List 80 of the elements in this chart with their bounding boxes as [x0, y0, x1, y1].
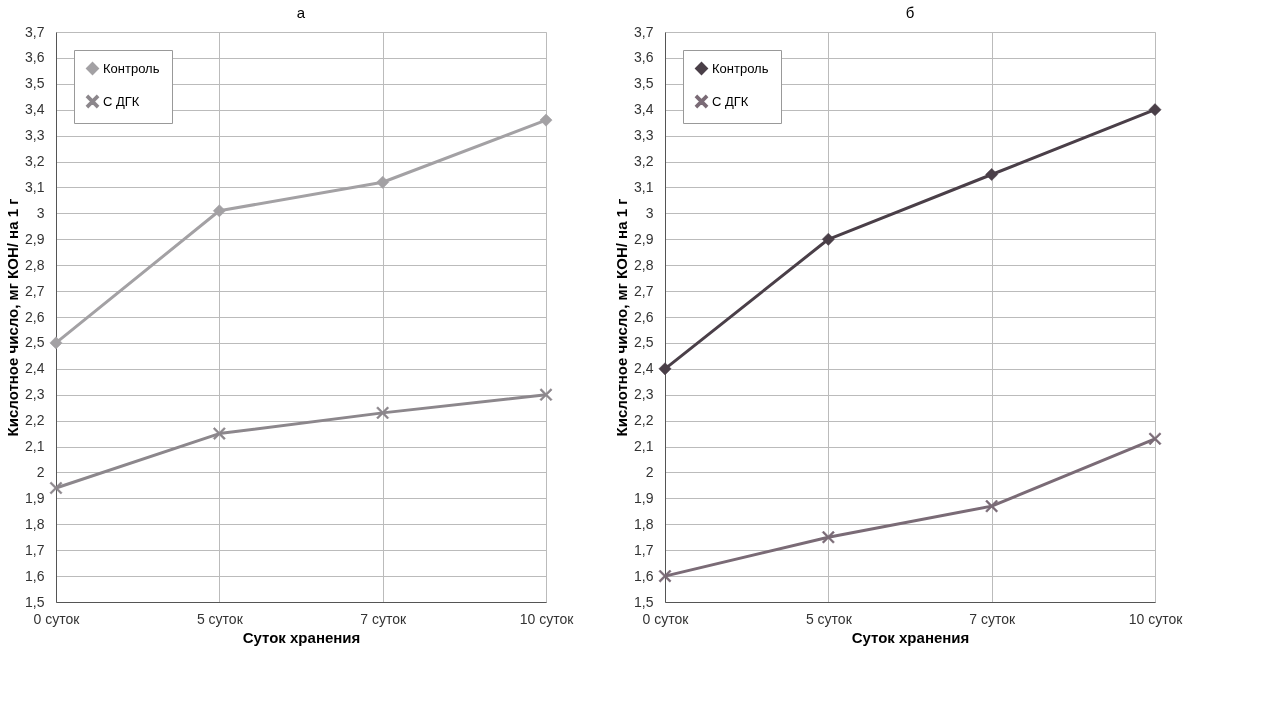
y-tick-label: 3,7 [25, 23, 45, 40]
y-tick-label: 2,2 [25, 412, 45, 429]
point [212, 204, 226, 218]
y-axis-title: Кислотное число, мг КОН/ на 1 г [4, 198, 22, 437]
y-tick-label: 3,4 [634, 101, 654, 118]
y-tick-label: 3,6 [25, 49, 45, 66]
y-tick-label: 2,1 [25, 438, 45, 455]
point [821, 232, 835, 246]
legend-label: Контроль [103, 60, 160, 76]
x-tick-label: 10 суток [519, 610, 575, 627]
y-tick-label: 2,8 [634, 256, 654, 273]
x-tick-label: 7 суток [360, 610, 407, 627]
y-tick-label: 3,3 [634, 127, 654, 144]
x-tick-label: 0 суток [642, 610, 690, 627]
point [658, 569, 672, 583]
y-tick-label: 3,3 [25, 127, 45, 144]
y-tick-label: 3,5 [634, 75, 654, 92]
y-tick-label: 3,7 [634, 23, 654, 40]
y-tick-label: 1,8 [634, 515, 654, 532]
y-tick-label: 3,1 [25, 178, 45, 195]
y-tick-label: 1,9 [634, 489, 654, 506]
y-tick-label: 2,4 [634, 360, 654, 377]
y-tick-label: 2,3 [25, 386, 45, 403]
y-tick-label: 2,1 [634, 438, 654, 455]
y-tick-label: 2,5 [25, 334, 45, 351]
legend-label: Контроль [712, 60, 769, 76]
point [985, 499, 999, 513]
y-axis-title: Кислотное число, мг КОН/ на 1 г [613, 198, 631, 437]
chart-title: б [905, 4, 915, 21]
y-tick-label: 2 [645, 463, 654, 480]
y-tick-label: 2,3 [634, 386, 654, 403]
y-tick-label: 2,6 [634, 308, 654, 325]
point [821, 530, 835, 544]
y-tick-label: 1,6 [634, 567, 654, 584]
x-axis-title: Суток хранения [851, 628, 970, 646]
y-tick-label: 1,9 [25, 489, 45, 506]
y-tick-label: 3,6 [634, 49, 654, 66]
point [658, 362, 672, 376]
y-tick-label: 3 [645, 204, 654, 221]
y-tick-label: 2 [36, 463, 45, 480]
y-tick-label: 3 [36, 204, 45, 221]
x-tick-label: 5 суток [196, 610, 244, 627]
y-tick-label: 1,7 [25, 541, 45, 558]
point [49, 481, 63, 495]
y-tick-label: 3,5 [25, 75, 45, 92]
y-tick-label: 2,9 [634, 230, 654, 247]
legend-label: С ДГК [103, 93, 140, 109]
y-tick-label: 2,5 [634, 334, 654, 351]
point [376, 406, 390, 420]
point [1148, 103, 1162, 117]
chart-title: а [296, 4, 306, 21]
point [376, 175, 390, 189]
point [539, 388, 553, 402]
y-tick-label: 2,7 [25, 282, 45, 299]
y-tick-label: 2,7 [634, 282, 654, 299]
y-tick-label: 1,7 [634, 541, 654, 558]
x-tick-label: 10 суток [1128, 610, 1184, 627]
y-tick-label: 3,2 [634, 153, 654, 170]
point [985, 168, 999, 181]
point [49, 336, 63, 350]
y-tick-label: 2,8 [25, 256, 45, 273]
y-tick-label: 1,5 [25, 593, 45, 610]
point [1148, 432, 1162, 446]
y-tick-label: 2,2 [634, 412, 654, 429]
y-tick-label: 3,1 [634, 178, 654, 195]
y-tick-label: 2,9 [25, 230, 45, 247]
y-tick-label: 2,4 [25, 360, 45, 377]
y-tick-label: 1,6 [25, 567, 45, 584]
x-tick-label: 0 суток [33, 610, 81, 627]
x-axis-title: Суток хранения [242, 628, 361, 646]
y-tick-label: 1,5 [634, 593, 654, 610]
x-tick-label: 5 суток [805, 610, 853, 627]
y-tick-label: 3,4 [25, 101, 45, 118]
point [212, 427, 226, 440]
y-tick-label: 1,8 [25, 515, 45, 532]
y-tick-label: 2,6 [25, 308, 45, 325]
point [539, 113, 553, 127]
y-tick-label: 3,2 [25, 153, 45, 170]
x-tick-label: 7 суток [969, 610, 1016, 627]
legend-label: С ДГК [712, 93, 749, 109]
